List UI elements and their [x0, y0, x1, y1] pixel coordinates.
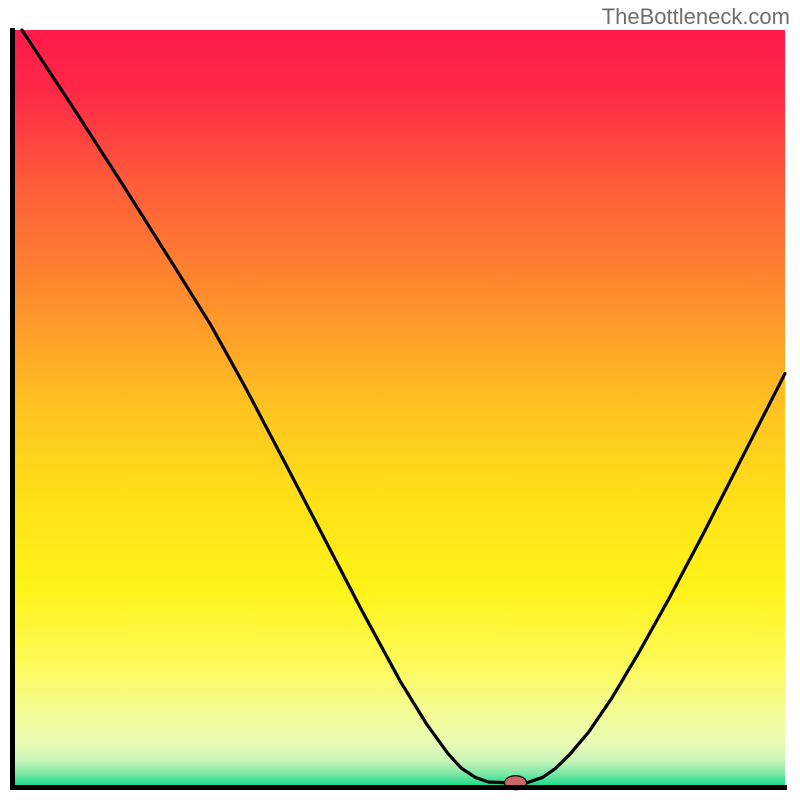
watermark-label: TheBottleneck.com: [602, 4, 790, 30]
bottleneck-chart: TheBottleneck.com: [0, 0, 800, 800]
chart-svg: [0, 0, 800, 800]
